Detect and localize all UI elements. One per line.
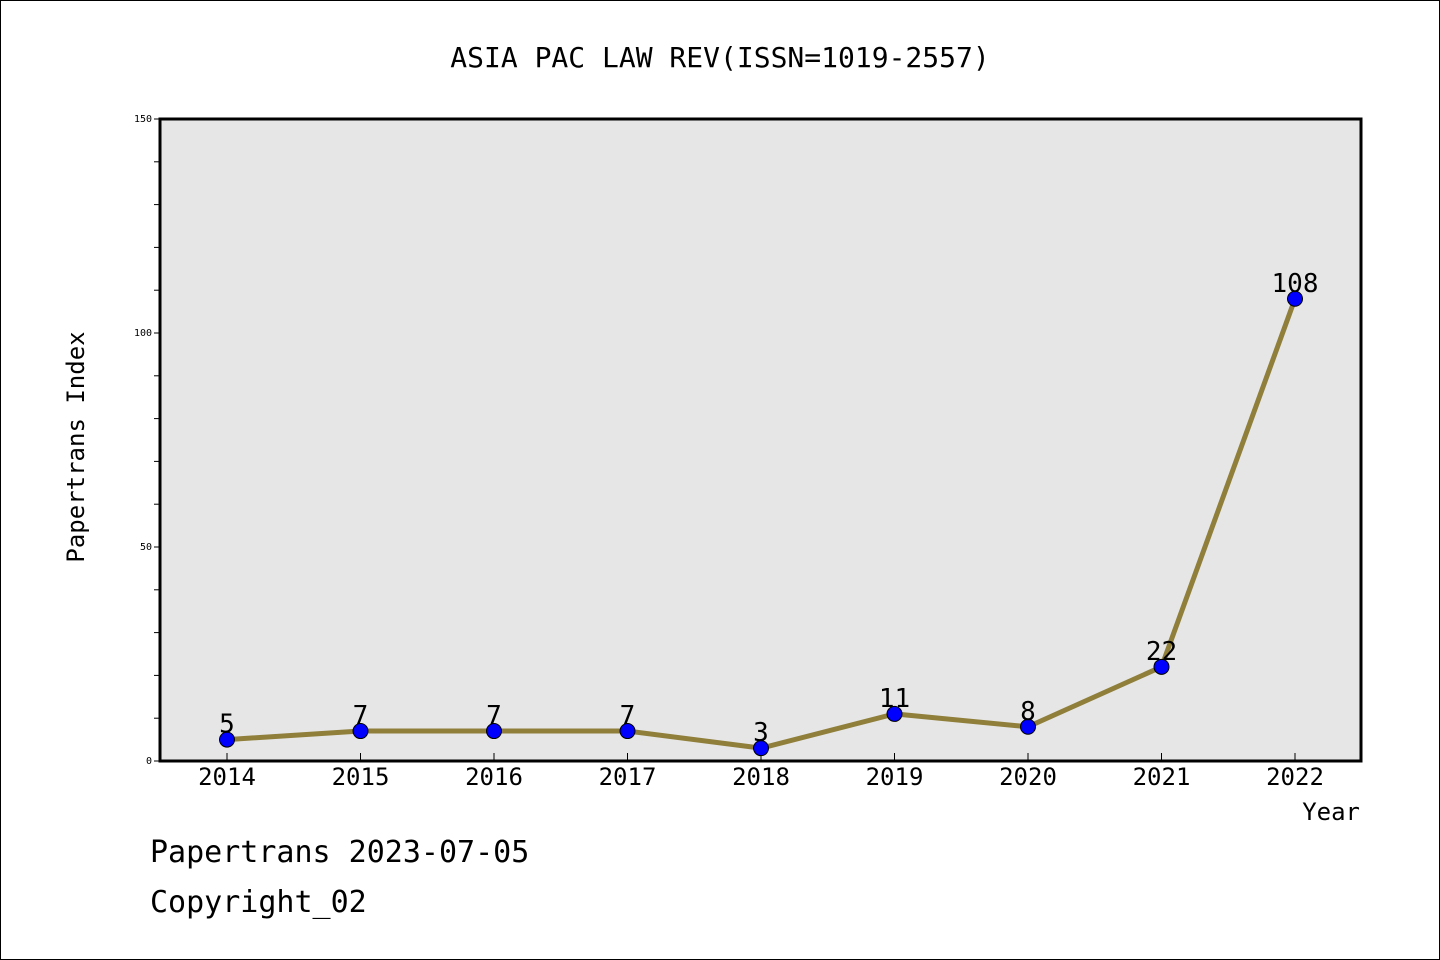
data-point: [486, 723, 502, 740]
data-label: 108: [1272, 269, 1319, 299]
series-group: 5 7 7 7 3 11 8 22 108: [219, 269, 1319, 757]
x-tick-label: 2017: [599, 763, 657, 791]
x-tick-label: 2020: [999, 763, 1057, 791]
x-axis-label: Year: [1302, 798, 1360, 826]
data-label: 11: [879, 684, 910, 714]
x-tick-label: 2018: [732, 763, 790, 791]
data-point: [219, 731, 235, 748]
data-label: 7: [353, 701, 369, 731]
x-tick-label: 2015: [332, 763, 390, 791]
data-point: [886, 705, 903, 722]
data-label: 5: [219, 710, 235, 740]
data-point: [1287, 290, 1303, 307]
data-label: 7: [620, 701, 636, 731]
data-point: [352, 723, 369, 740]
data-point: [1153, 658, 1170, 675]
data-label: 7: [486, 701, 502, 731]
data-label: 8: [1020, 697, 1036, 727]
x-tick-label: 2019: [866, 763, 924, 791]
y-axis-label: Papertrans Index: [62, 331, 90, 562]
data-label: 3: [753, 718, 769, 748]
y-tick-label: 150: [134, 114, 152, 125]
chart-title: ASIA PAC LAW REV(ISSN=1019-2557): [450, 41, 989, 74]
x-tick-label: 2022: [1266, 763, 1324, 791]
y-tick-label: 100: [134, 328, 152, 339]
x-tick-label: 2021: [1133, 763, 1191, 791]
y-tick-label: 0: [146, 756, 152, 767]
y-axis: 0 50 100 150: [134, 114, 160, 767]
y-tick-label: 50: [140, 542, 152, 553]
x-tick-label: 2016: [465, 763, 523, 791]
footer-copyright-line: Copyright_02: [150, 885, 367, 920]
data-point: [753, 740, 769, 757]
data-label: 22: [1146, 637, 1177, 667]
footer-date-line: Papertrans 2023-07-05: [150, 835, 530, 870]
data-point: [1020, 718, 1036, 735]
x-tick-label: 2014: [198, 763, 256, 791]
data-point: [619, 723, 636, 740]
x-axis: 2014 2015 2016 2017 2018 2019 2020 2021 2022: [198, 753, 1324, 791]
plot-area: [158, 117, 1363, 763]
